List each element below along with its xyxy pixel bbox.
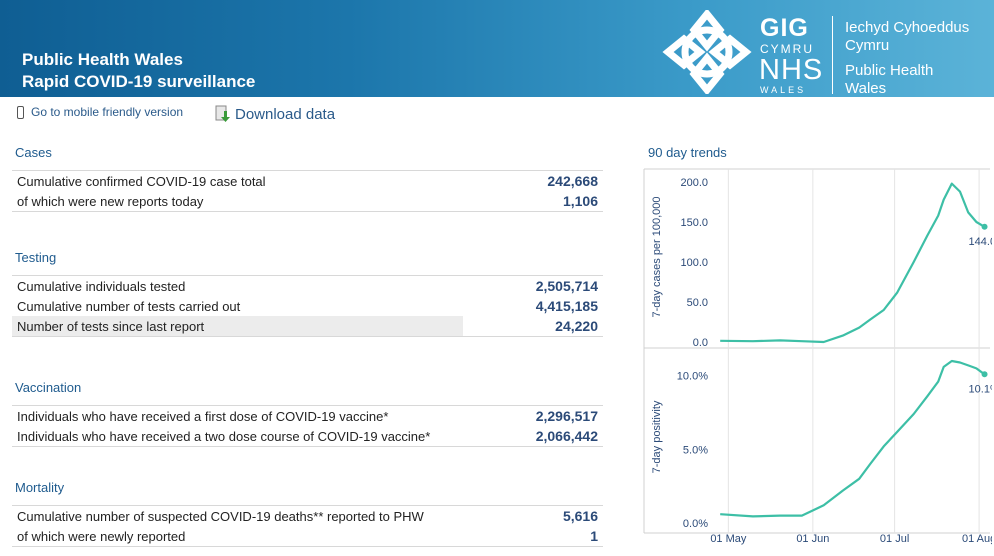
row-label: Cumulative number of suspected COVID-19 … <box>17 509 424 524</box>
mobile-version-link[interactable]: Go to mobile friendly version <box>14 105 183 119</box>
row-value: 242,668 <box>547 173 598 189</box>
row-label: Number of tests since last report <box>17 319 205 334</box>
row-label: Cumulative number of tests carried out <box>17 299 241 314</box>
row-label: Individuals who have received a first do… <box>17 409 389 424</box>
row-value: 5,616 <box>562 508 598 524</box>
page-title: Public Health Wales <box>22 50 183 69</box>
section-title-mortality: Mortality <box>15 480 65 495</box>
logo-cymru-text: CYMRU <box>760 42 814 56</box>
y-tick-label: 100.0 <box>680 257 708 269</box>
y-tick-label: 10.0% <box>677 371 708 383</box>
table-row: Cumulative number of suspected COVID-19 … <box>12 506 603 526</box>
org-name-line-3: Public Health <box>845 62 934 79</box>
last-value-marker <box>981 223 988 230</box>
row-label: Individuals who have received a two dose… <box>17 429 431 444</box>
last-value-marker <box>981 371 988 378</box>
table-row: Cumulative number of tests carried out 4… <box>12 296 603 316</box>
row-label: Cumulative confirmed COVID-19 case total <box>17 174 266 189</box>
trend-line <box>720 182 986 344</box>
logo-divider <box>832 16 833 94</box>
logo-gig-text: GIG <box>760 14 809 42</box>
y-tick-label: 0.0 <box>693 337 708 349</box>
y-tick-label: 5.0% <box>683 444 708 456</box>
table-row: of which were newly reported 1 <box>12 526 603 546</box>
y-tick-label: 50.0 <box>687 297 708 309</box>
x-tick-label: 01 May <box>710 533 747 545</box>
table-row-highlighted: Number of tests since last report 24,220 <box>12 316 603 336</box>
cases-table: Cumulative confirmed COVID-19 case total… <box>12 170 603 212</box>
last-value-label: 10.1% <box>969 383 992 395</box>
table-row: Individuals who have received a two dose… <box>12 426 603 446</box>
row-value: 1 <box>590 528 598 544</box>
mobile-version-label: Go to mobile friendly version <box>31 105 184 119</box>
table-row: Cumulative confirmed COVID-19 case total… <box>12 171 603 191</box>
download-data-link[interactable]: Download data <box>215 105 335 123</box>
row-value: 2,066,442 <box>535 428 598 444</box>
trends-title: 90 day trends <box>648 145 727 160</box>
x-tick-label: 01 Aug <box>962 533 992 545</box>
section-title-vaccination: Vaccination <box>15 380 82 395</box>
trend-line <box>720 359 986 518</box>
row-value: 1,106 <box>562 193 598 209</box>
row-label: Cumulative individuals tested <box>17 279 186 294</box>
x-tick-label: 01 Jun <box>796 533 829 545</box>
table-row: Cumulative individuals tested 2,505,714 <box>12 276 603 296</box>
download-data-label: Download data <box>235 105 336 123</box>
download-icon <box>215 105 230 122</box>
org-name-line-1: Iechyd Cyhoeddus <box>845 19 970 36</box>
phone-icon <box>17 105 24 119</box>
header-banner: Public Health Wales Rapid COVID-19 surve… <box>0 0 994 97</box>
page-subtitle: Rapid COVID-19 surveillance <box>22 72 256 91</box>
logo-wales-text: WALES <box>760 85 807 95</box>
y-axis-label: 7-day cases per 100,000 <box>651 196 663 317</box>
row-value: 2,296,517 <box>535 408 598 424</box>
logo-nhs-text: NHS <box>759 54 824 86</box>
row-value: 24,220 <box>555 318 598 334</box>
trend-charts: 0.0 50.0 100.0 150.0 200.0 7-day cases per 10… <box>643 168 992 545</box>
org-name-line-2: Cymru <box>845 37 890 54</box>
row-label: of which were new reports today <box>17 194 204 209</box>
section-title-testing: Testing <box>15 250 57 265</box>
dragon-knot-logo-icon <box>662 10 752 94</box>
table-row: Individuals who have received a first do… <box>12 406 603 426</box>
org-name-line-4: Wales <box>845 80 887 97</box>
last-value-label: 144.0 <box>969 236 992 248</box>
y-axis-label: 7-day positivity <box>651 400 663 473</box>
x-tick-label: 01 Jul <box>880 533 909 545</box>
mortality-table: Cumulative number of suspected COVID-19 … <box>12 505 603 547</box>
table-row: of which were new reports today 1,106 <box>12 191 603 211</box>
row-value: 2,505,714 <box>535 278 598 294</box>
row-value: 4,415,185 <box>535 298 598 314</box>
y-tick-label: 0.0% <box>683 518 708 530</box>
y-tick-label: 150.0 <box>680 217 708 229</box>
section-title-cases: Cases <box>15 145 52 160</box>
vaccination-table: Individuals who have received a first do… <box>12 405 603 447</box>
row-highlight <box>12 316 463 336</box>
y-tick-label: 200.0 <box>680 177 708 189</box>
testing-table: Cumulative individuals tested 2,505,714 … <box>12 275 603 337</box>
row-label: of which were newly reported <box>17 529 186 544</box>
